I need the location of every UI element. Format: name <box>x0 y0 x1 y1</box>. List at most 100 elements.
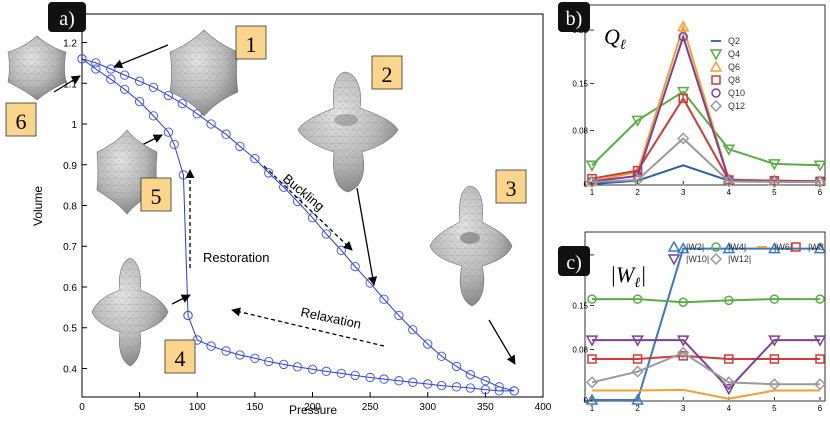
|W8|-point <box>815 354 825 364</box>
|W6|-line <box>592 388 820 400</box>
panel-c-series <box>585 242 827 405</box>
compression-point <box>206 119 216 129</box>
restoration-point <box>91 64 101 74</box>
x-tick-label: 2 <box>635 404 640 413</box>
y-tick-label: 0.5 <box>63 324 77 335</box>
|W10|-point <box>768 335 781 347</box>
compression-point <box>134 76 145 86</box>
Q12-point <box>585 175 599 189</box>
shape-2-image <box>297 71 399 193</box>
|W2|-point <box>813 242 827 254</box>
compression-point <box>91 58 101 68</box>
restoration-point <box>169 139 179 150</box>
y-tick-label: 0.7 <box>63 242 77 253</box>
|W2|-point <box>631 393 644 405</box>
relaxation-point <box>379 374 389 384</box>
panel-a-axes: 0 50 100 150 200 250 300 350 400 0.4 0.5 0.6 0.7 0.8 0… <box>63 39 552 413</box>
|W4|-line <box>592 298 820 304</box>
panel-c-legend: |W2| |W4| |W6| |W8| |W10| |W12| <box>667 240 826 266</box>
compression-point <box>163 90 174 101</box>
|W4|-point <box>815 294 825 304</box>
|W2|-line <box>592 247 820 401</box>
relaxation-point <box>307 364 318 374</box>
legend-swatch <box>667 240 681 252</box>
compression-point <box>321 229 331 239</box>
compression-point <box>119 70 130 80</box>
y-tick-label: 0.4 <box>63 364 77 375</box>
relaxation-point <box>292 362 303 372</box>
|W10|-point <box>631 335 644 347</box>
legend-swatch <box>711 242 721 252</box>
|W4|-point <box>632 294 643 304</box>
legend-label: Q12 <box>728 101 745 111</box>
legend-item: |W10| <box>667 254 709 266</box>
x-tick-label: 3 <box>681 404 686 413</box>
relaxation-point <box>436 380 447 391</box>
legend-label: Q6 <box>728 62 740 72</box>
compression-point <box>192 109 202 119</box>
y-tick-label: 0.08 <box>572 346 588 355</box>
legend-swatch <box>711 75 721 85</box>
relaxation-point <box>480 385 491 395</box>
panel-a-label: a) <box>59 8 75 30</box>
|W10|-point <box>585 335 599 347</box>
|W4|-point <box>769 294 780 304</box>
y-tick-label: 1.1 <box>63 79 77 90</box>
relaxation-point <box>365 372 375 383</box>
x-tick-label: 0 <box>79 402 85 413</box>
svg-text:Qℓ: Qℓ <box>604 24 626 53</box>
|W8|-point <box>587 354 597 364</box>
|W10|-line <box>592 339 820 391</box>
svg-text:5: 5 <box>151 184 162 209</box>
relaxation-point <box>465 383 476 393</box>
|W2|-point <box>768 242 781 254</box>
shape-1-arrow <box>113 44 169 69</box>
panel-a: 0 50 100 150 200 250 300 350 400 0.4 0.5 0.6 0.7 0.8 0… <box>5 2 552 417</box>
|W12|-point <box>585 376 599 389</box>
Q12-point <box>813 175 827 189</box>
shape-4-arrow <box>171 294 191 305</box>
compression-point <box>408 325 418 335</box>
|W8|-point <box>632 354 643 364</box>
restoration-point <box>134 96 145 107</box>
|W8|-line <box>592 354 820 360</box>
Q4-point <box>813 160 827 172</box>
x-tick-label: 150 <box>247 402 264 413</box>
x-tick-label: 4 <box>727 404 732 413</box>
restoration-label: Restoration <box>203 250 269 265</box>
shape-label-4: 4 <box>164 339 196 374</box>
compression-point <box>177 98 187 109</box>
x-tick-label: 400 <box>535 402 552 413</box>
legend-item: |W4| <box>711 242 746 252</box>
legend-item: Q8 <box>711 75 740 85</box>
legend-swatch <box>791 242 801 252</box>
Q4-point <box>768 159 781 171</box>
Q4-point <box>585 160 599 172</box>
compression-point <box>264 168 274 178</box>
panel-b-frame <box>584 4 826 186</box>
relaxation-point <box>408 377 418 387</box>
shape-label-6: 6 <box>5 102 37 137</box>
restoration-line <box>81 58 189 316</box>
y-tick-label: 0.08 <box>572 126 588 135</box>
legend-swatch <box>711 88 721 98</box>
y-tick-label: 0.15 <box>572 301 588 310</box>
Q4-point <box>722 144 736 156</box>
relaxation-arrow <box>231 307 385 347</box>
panel-c-symbol: |Wℓ| <box>610 262 646 291</box>
shape-label-2: 2 <box>371 55 403 90</box>
|W12|-point <box>631 365 644 378</box>
legend-swatch <box>709 252 723 266</box>
panel-b-legend: Q2 Q4 Q6 Q8 Q10 Q12 <box>709 36 745 113</box>
shape-label-5: 5 <box>140 177 172 212</box>
relaxation-point <box>264 356 274 367</box>
shape-3-arrow <box>488 319 516 365</box>
restoration-point <box>106 74 116 84</box>
Q12-point <box>768 175 781 189</box>
legend-label: |W10| <box>686 254 709 264</box>
svg-text:1: 1 <box>246 32 257 57</box>
Q12-point <box>677 132 690 145</box>
relaxation-point <box>451 382 462 392</box>
